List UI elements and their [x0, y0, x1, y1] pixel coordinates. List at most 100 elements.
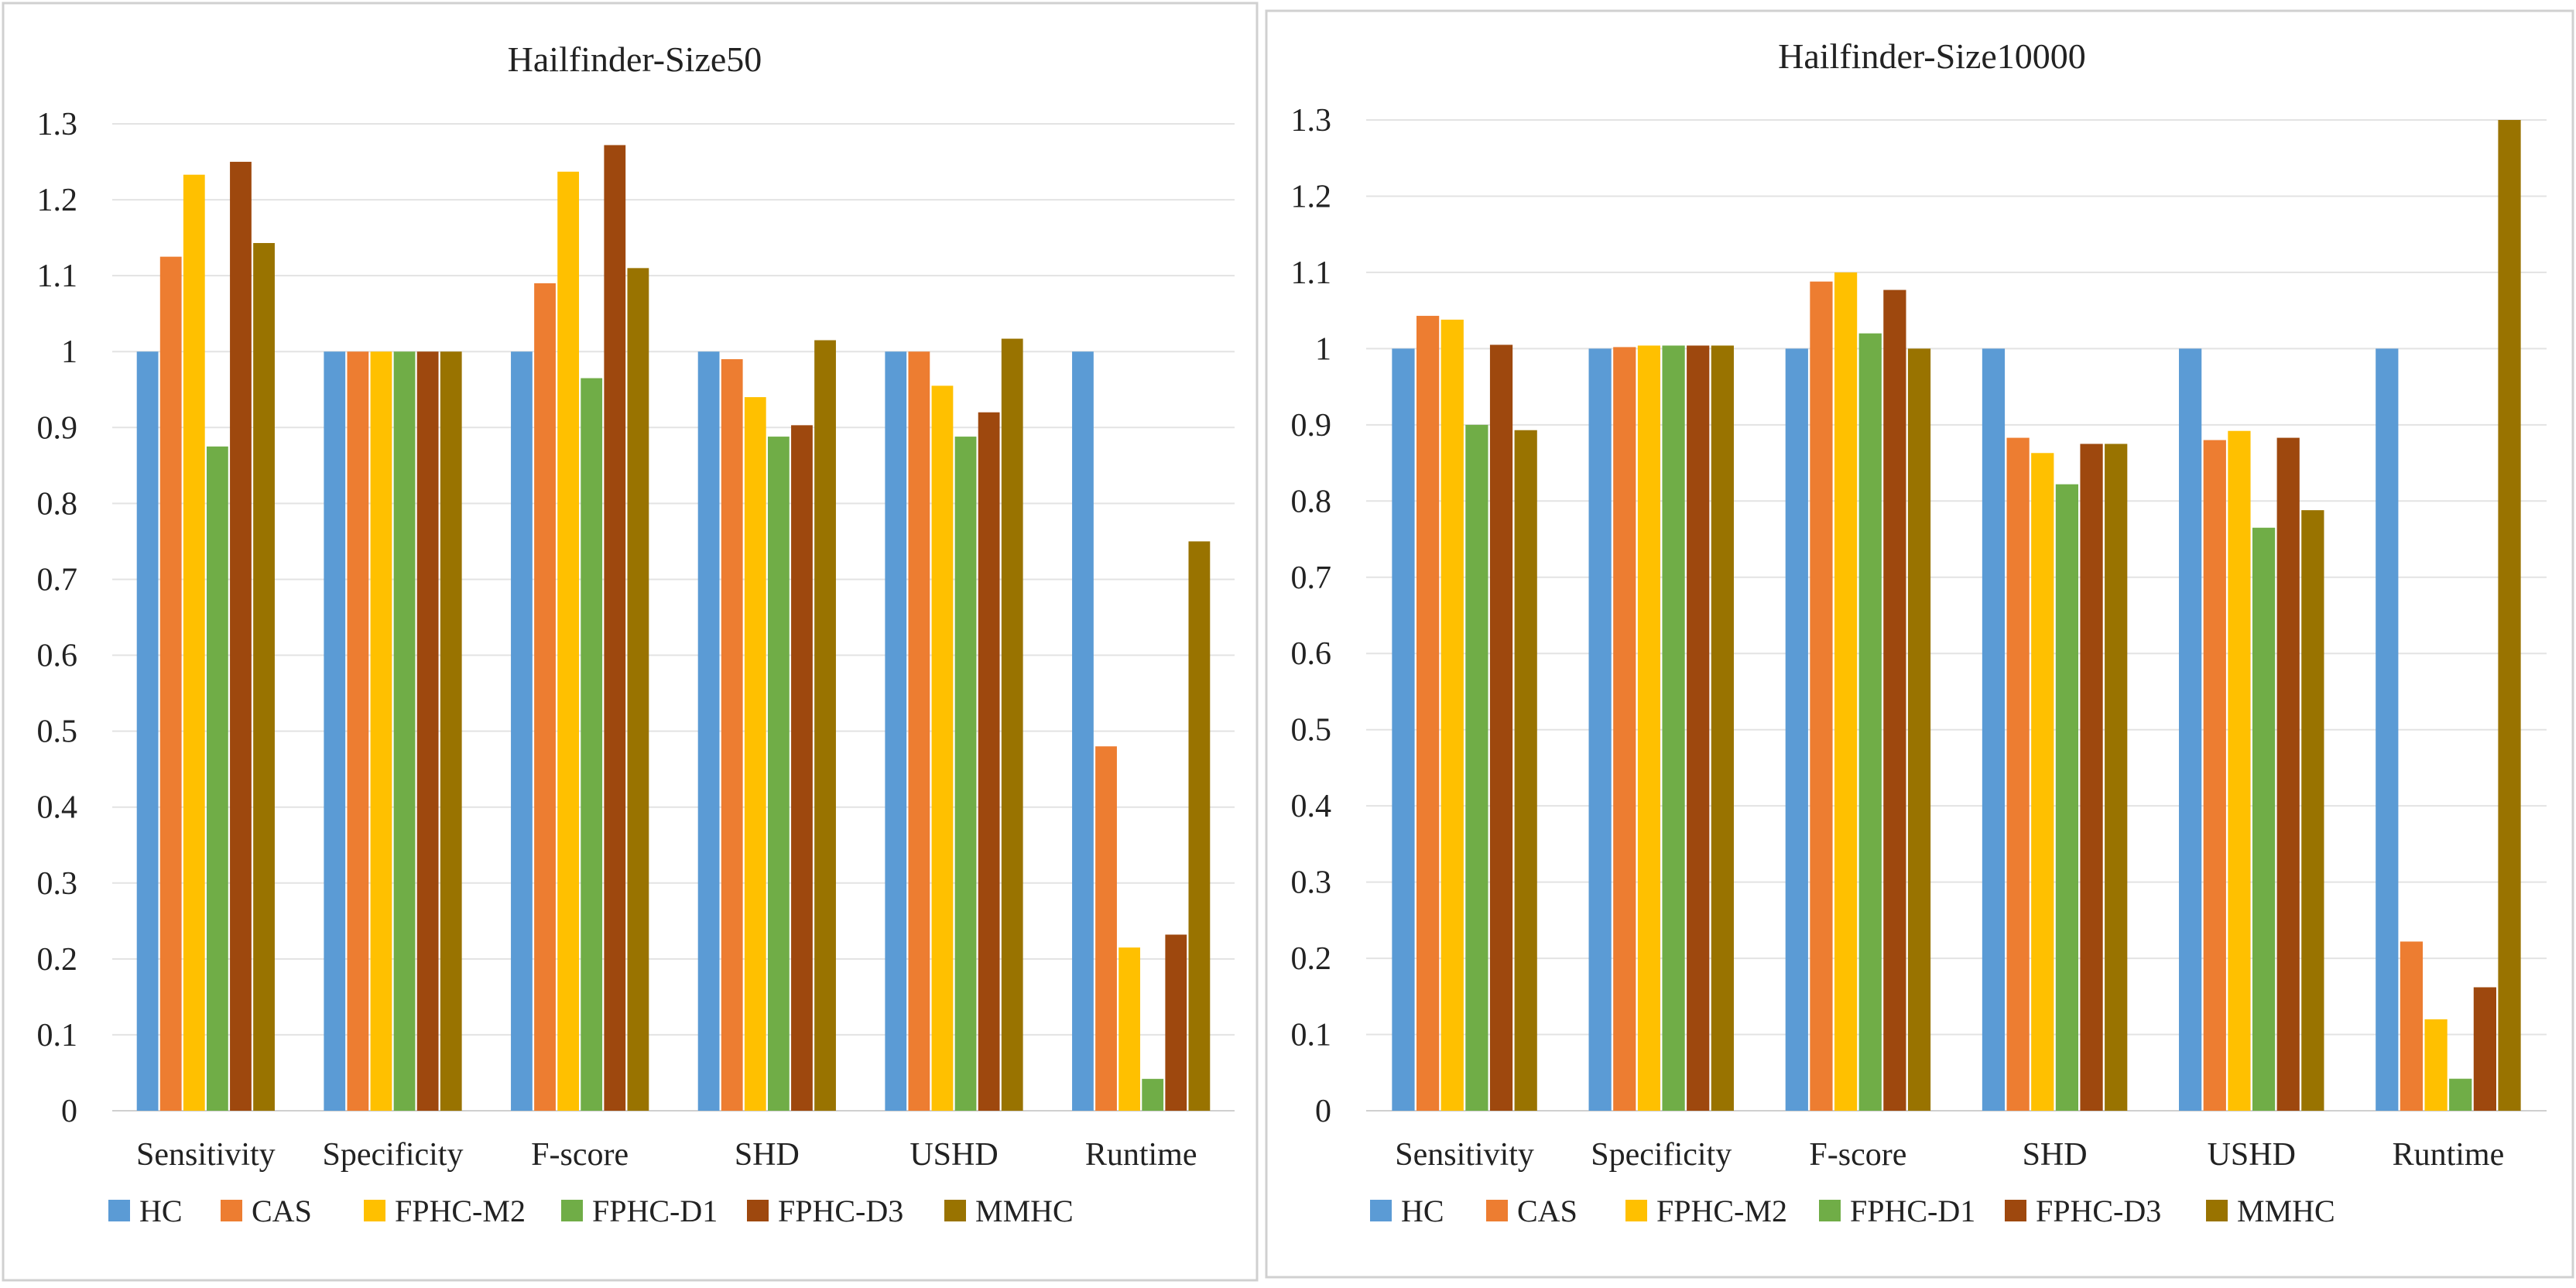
y-tick-label: 0.6	[1291, 636, 1332, 672]
bar-mmhc-specificity	[440, 351, 462, 1111]
legend-swatch-mmhc	[2206, 1200, 2228, 1221]
bar-fphc-d1-runtime	[2449, 1078, 2472, 1111]
x-category-label: Sensitivity	[1395, 1137, 1534, 1173]
bar-fphc-d3-specificity	[416, 351, 439, 1111]
bar-fphc-d1-ushd	[2252, 527, 2276, 1111]
y-tick-label: 0.3	[1291, 865, 1332, 901]
y-tick-label: 0.8	[37, 486, 78, 522]
x-category-label: Specificity	[323, 1137, 464, 1173]
x-category-label: Specificity	[1591, 1137, 1732, 1173]
chart-title: Hailfinder-Size10000	[1778, 36, 2086, 76]
legend-label: MMHC	[975, 1194, 1074, 1228]
legend-swatch-fphc-m2	[1625, 1200, 1647, 1221]
x-category-label: Sensitivity	[136, 1137, 276, 1173]
bar-fphc-d3-ushd	[2276, 437, 2300, 1111]
y-tick-label: 0.3	[37, 866, 78, 902]
bar-mmhc-f-score	[1907, 348, 1931, 1111]
y-tick-label: 0	[61, 1094, 77, 1129]
bar-cas-f-score	[534, 283, 556, 1111]
bar-hc-shd	[1982, 348, 2006, 1111]
y-tick-label: 0.1	[37, 1018, 78, 1053]
x-category-label: F-score	[1809, 1137, 1906, 1173]
bar-fphc-d3-ushd	[978, 412, 1000, 1111]
bar-mmhc-shd	[814, 340, 836, 1111]
bar-hc-runtime	[2376, 348, 2399, 1111]
bar-fphc-d1-f-score	[1858, 333, 1882, 1111]
bar-fphc-m2-shd	[744, 397, 766, 1111]
bar-mmhc-sensitivity	[1514, 430, 1537, 1111]
bar-cas-sensitivity	[159, 256, 182, 1111]
bar-fphc-d3-runtime	[1165, 934, 1187, 1111]
bar-cas-runtime	[2400, 941, 2424, 1111]
bar-mmhc-specificity	[1711, 345, 1734, 1111]
bar-cas-ushd	[908, 351, 930, 1111]
y-tick-label: 1.2	[1291, 179, 1332, 214]
bar-fphc-d3-shd	[2080, 444, 2103, 1111]
legend-swatch-cas	[1486, 1200, 1508, 1221]
y-tick-label: 0.9	[37, 410, 78, 446]
legend-swatch-fphc-d3	[747, 1200, 769, 1221]
legend-label: FPHC-M2	[1656, 1194, 1787, 1228]
bar-fphc-m2-specificity	[370, 351, 392, 1111]
bar-fphc-d3-f-score	[1883, 289, 1906, 1112]
bar-fphc-d3-runtime	[2473, 987, 2496, 1111]
bar-fphc-d1-specificity	[393, 351, 416, 1111]
bar-cas-specificity	[347, 351, 369, 1111]
bar-fphc-m2-f-score	[1834, 272, 1858, 1111]
bar-hc-ushd	[885, 351, 907, 1111]
legend-label: HC	[139, 1194, 183, 1228]
y-tick-label: 1.2	[37, 183, 78, 218]
bar-hc-shd	[697, 351, 720, 1111]
bar-fphc-d3-sensitivity	[230, 162, 252, 1112]
chart-panel-1: Hailfinder-Size50 0 0.1 0.2 0.3 0.4 0.5 0.6 0.7 0…	[2, 2, 1259, 1282]
legend-label: CAS	[252, 1194, 312, 1228]
bar-hc-ushd	[2179, 348, 2202, 1111]
chart-title: Hailfinder-Size50	[508, 39, 762, 79]
legend-swatch-fphc-m2	[364, 1200, 385, 1221]
y-tick-label: 0.2	[37, 942, 78, 978]
x-category-label: USHD	[2208, 1137, 2296, 1173]
legend-label: HC	[1401, 1194, 1444, 1228]
bar-fphc-d1-shd	[2055, 484, 2079, 1111]
bar-mmhc-f-score	[627, 268, 649, 1111]
bar-hc-sensitivity	[1392, 348, 1415, 1111]
bar-cas-shd	[721, 359, 743, 1111]
legend-swatch-mmhc	[944, 1200, 966, 1221]
bar-fphc-d3-specificity	[1687, 345, 1710, 1111]
chart-panel-2: Hailfinder-Size10000 0 0.1 0.2 0.3 0.4 0.5 0.6 0…	[1265, 9, 2574, 1279]
bar-fphc-d1-shd	[767, 437, 790, 1111]
x-category-label: SHD	[2023, 1137, 2088, 1173]
legend-label: FPHC-M2	[395, 1194, 526, 1228]
y-tick-label: 1.1	[1291, 255, 1332, 291]
y-tick-label: 0.4	[37, 790, 78, 826]
bar-fphc-d1-specificity	[1662, 345, 1685, 1111]
y-tick-label: 0.4	[1291, 789, 1332, 824]
y-tick-label: 1.1	[37, 259, 78, 294]
legend-label: MMHC	[2237, 1194, 2335, 1228]
bar-fphc-d3-shd	[791, 425, 813, 1111]
y-tick-label: 1.3	[1291, 103, 1332, 139]
bar-hc-specificity	[324, 351, 346, 1111]
bar-hc-f-score	[511, 351, 533, 1111]
bar-cas-specificity	[1613, 347, 1636, 1111]
bar-fphc-d1-ushd	[954, 437, 977, 1111]
bar-fphc-m2-sensitivity	[183, 174, 205, 1111]
y-tick-label: 0.7	[1291, 560, 1332, 596]
bar-hc-f-score	[1785, 348, 1808, 1111]
bar-fphc-d1-sensitivity	[1465, 424, 1488, 1111]
x-category-label: Runtime	[1085, 1137, 1197, 1173]
bar-hc-sensitivity	[136, 351, 159, 1111]
y-tick-label: 0.5	[37, 714, 78, 750]
bar-cas-sensitivity	[1416, 316, 1440, 1111]
bar-cas-shd	[2006, 437, 2030, 1111]
y-tick-label: 0.5	[1291, 713, 1332, 748]
bar-fphc-m2-sensitivity	[1440, 319, 1464, 1111]
bar-fphc-d1-sensitivity	[206, 446, 228, 1111]
bar-mmhc-runtime	[1188, 541, 1211, 1111]
y-tick-label: 0.9	[1291, 408, 1332, 444]
y-tick-label: 1.3	[37, 107, 78, 142]
bar-cas-f-score	[1810, 281, 1833, 1111]
bar-fphc-m2-f-score	[557, 171, 580, 1112]
y-tick-label: 0.1	[1291, 1018, 1332, 1053]
